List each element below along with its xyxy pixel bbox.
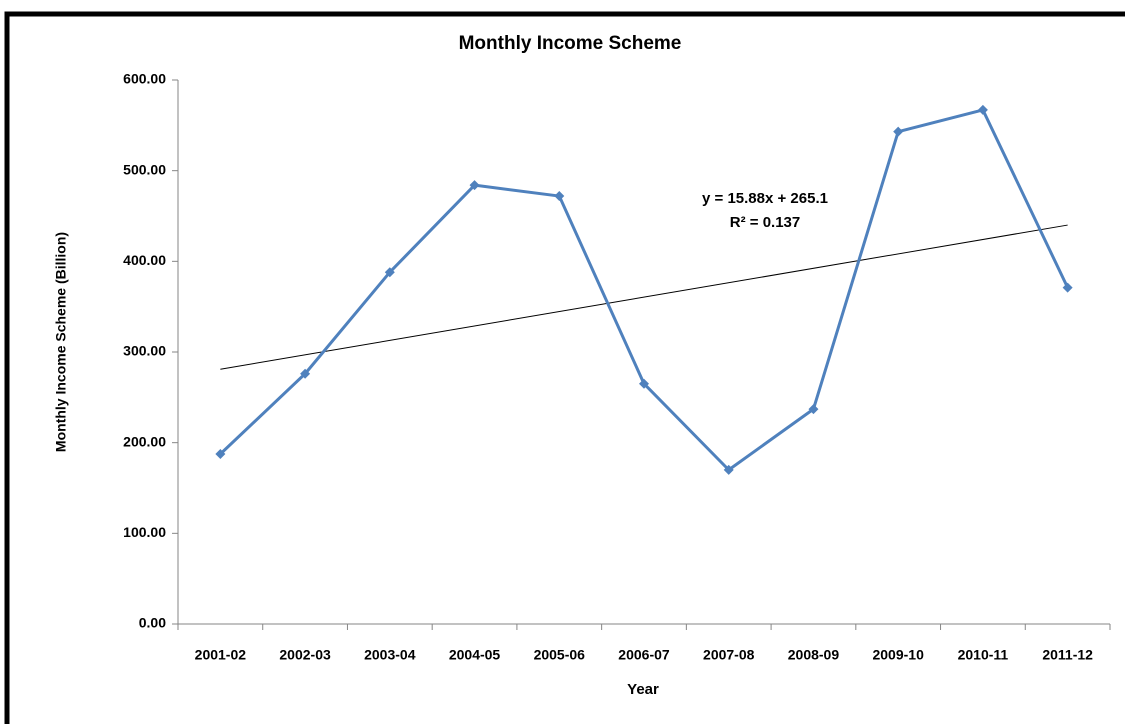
y-axis-label: Monthly Income Scheme (Billion) — [53, 232, 69, 452]
x-tick-label: 2003-04 — [364, 647, 416, 663]
point-marker — [554, 191, 565, 202]
x-tick-label: 2006-07 — [618, 647, 670, 663]
frame — [4, 11, 1125, 724]
y-tick-label: 500.00 — [123, 161, 166, 177]
point-marker — [639, 378, 649, 389]
point-marker — [893, 126, 904, 137]
x-tick-label: 2004-05 — [449, 647, 501, 663]
point-marker — [977, 104, 988, 115]
x-tick-label: 2001-02 — [195, 647, 247, 663]
point-marker — [1062, 282, 1073, 293]
trendline — [220, 224, 1068, 370]
point-marker — [723, 464, 734, 475]
x-axis-label: Year — [627, 681, 659, 698]
x-tick-label: 2005-06 — [534, 647, 586, 663]
y-tick-label: 0.00 — [139, 615, 166, 631]
point-marker — [300, 368, 311, 379]
y-tick-label: 300.00 — [123, 343, 166, 359]
x-tick-label: 2008-09 — [788, 647, 840, 663]
trend-r2: R² = 0.137 — [730, 214, 800, 231]
trend-equation: y = 15.88x + 265.1 — [702, 190, 828, 207]
x-tick-label: 2010-11 — [958, 647, 1009, 663]
series-line — [219, 108, 1069, 472]
y-tick-label: 400.00 — [123, 252, 166, 268]
chart-title: Monthly Income Scheme — [459, 33, 682, 54]
y-tick-label: 100.00 — [123, 524, 166, 540]
point-marker — [469, 180, 480, 191]
x-tick-label: 2009-10 — [872, 647, 924, 663]
x-tick-label: 2011-12 — [1042, 647, 1093, 663]
point-marker — [215, 449, 226, 459]
point-marker — [808, 404, 819, 415]
point-marker — [384, 267, 395, 278]
y-tick-label: 200.00 — [123, 433, 166, 449]
x-tick-label: 2007-08 — [703, 647, 755, 663]
x-tick-label: 2002-03 — [279, 647, 331, 663]
y-tick-label: 600.00 — [123, 71, 166, 87]
